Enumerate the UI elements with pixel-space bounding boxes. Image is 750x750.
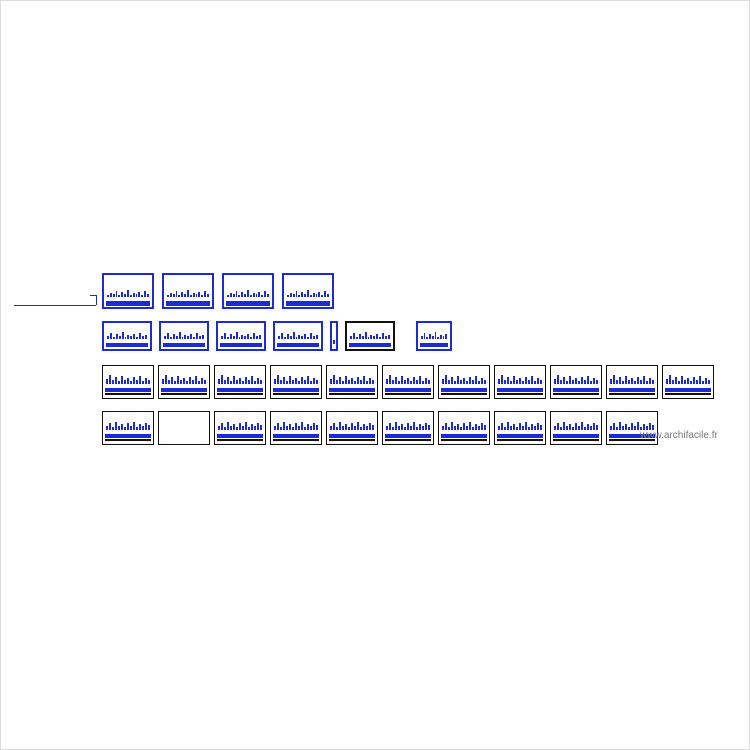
thumbnail-tile [438, 411, 490, 445]
thumbnail-tile [102, 411, 154, 445]
lead-line-top [90, 295, 96, 296]
thumbnail-tile [273, 321, 323, 351]
credit-text: www.archifacile.fr [640, 430, 718, 441]
thumbnail-tile [102, 273, 154, 309]
thumbnail-tile [162, 273, 214, 309]
thumbnail-tile [159, 321, 209, 351]
thumbnail-tile [494, 411, 546, 445]
lead-line [14, 305, 96, 306]
canvas: www.archifacile.fr [0, 0, 750, 750]
thumbnail-tile [345, 321, 395, 351]
thumbnail-tile [214, 365, 266, 399]
thumbnail-tile [282, 273, 334, 309]
thumbnail-tile [222, 273, 274, 309]
lead-line-rise [96, 295, 97, 305]
thumbnail-tile [550, 411, 602, 445]
thumbnail-tile [214, 411, 266, 445]
thumbnail-tile [382, 411, 434, 445]
thumbnail-tile [102, 365, 154, 399]
thumbnail-tile [216, 321, 266, 351]
thumbnail-tile [438, 365, 490, 399]
thumbnail-tile [382, 365, 434, 399]
thumbnail-tile [158, 365, 210, 399]
thumbnail-tile [550, 365, 602, 399]
thumbnail-tile [270, 411, 322, 445]
thumbnail-tile [102, 321, 152, 351]
thumbnail-tile [416, 321, 452, 351]
thumbnail-tile [330, 321, 338, 351]
thumbnail-tile [326, 411, 378, 445]
thumbnail-tile [326, 365, 378, 399]
thumbnail-tile [662, 365, 714, 399]
thumbnail-tile [270, 365, 322, 399]
thumbnail-tile [158, 411, 210, 445]
thumbnail-tile [494, 365, 546, 399]
thumbnail-tile [606, 365, 658, 399]
